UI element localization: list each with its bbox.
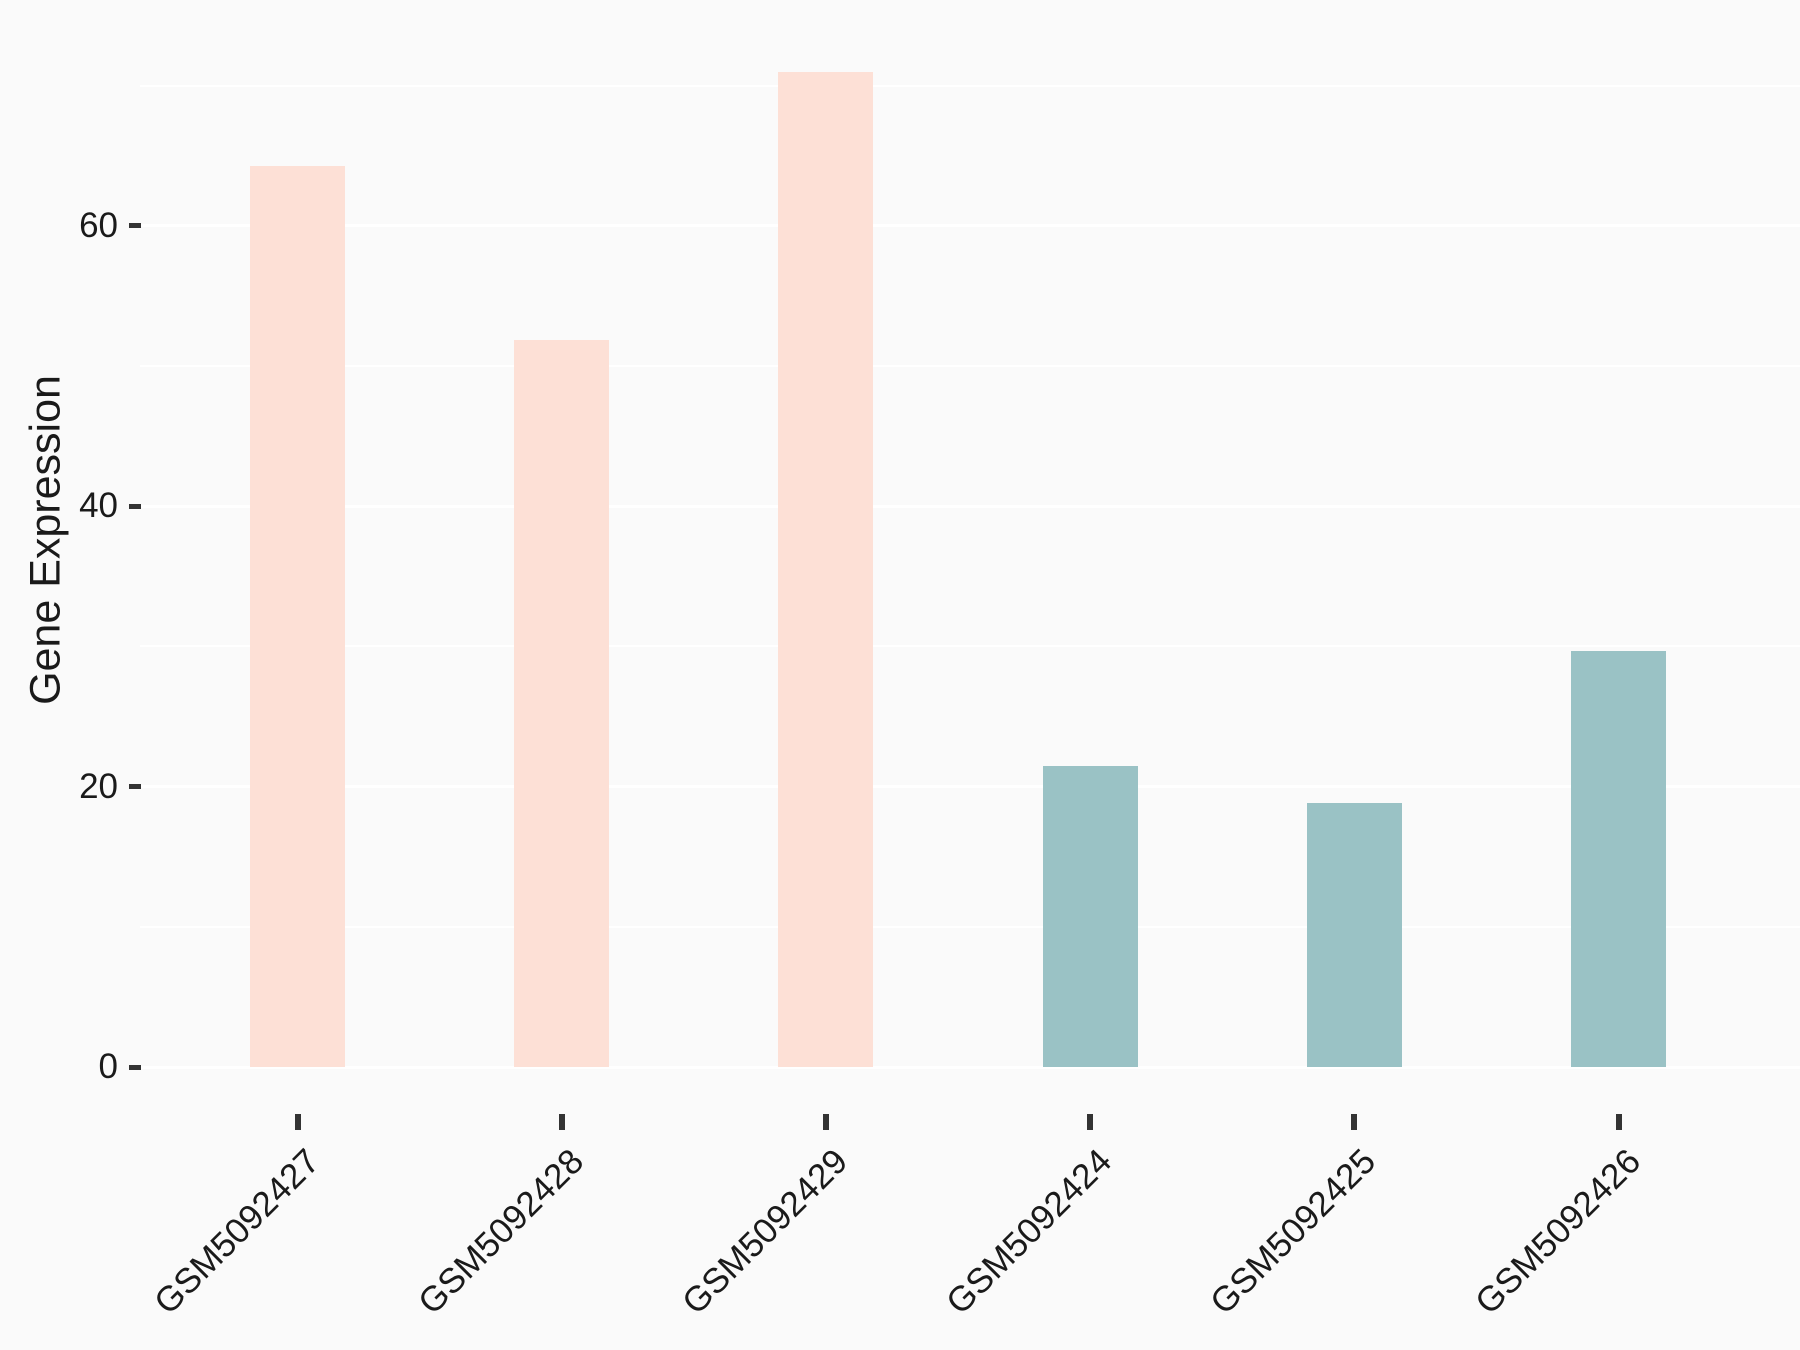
x-tick-mark	[1087, 1114, 1094, 1130]
x-tick-mark	[1351, 1114, 1358, 1130]
y-axis-title: Gene Expression	[21, 375, 70, 705]
major-gridline	[140, 504, 1800, 508]
x-tick-mark	[294, 1114, 301, 1130]
x-tick-mark	[558, 1114, 565, 1130]
bar	[514, 339, 610, 1067]
major-gridline	[140, 785, 1800, 789]
y-tick-mark	[129, 1064, 141, 1070]
minor-gridline	[140, 645, 1800, 648]
y-tick-label: 60	[79, 205, 118, 245]
x-tick-label: GSM5092427	[146, 1141, 327, 1322]
minor-gridline	[140, 925, 1800, 928]
y-tick-label: 40	[79, 486, 118, 526]
y-tick-mark	[129, 223, 141, 229]
y-tick-label: 20	[79, 766, 118, 806]
x-tick-label: GSM5092425	[1203, 1141, 1384, 1322]
major-gridline	[140, 224, 1800, 228]
bar	[778, 71, 874, 1067]
y-tick-mark	[129, 784, 141, 790]
x-tick-label: GSM5092429	[674, 1141, 856, 1322]
x-tick-label: GSM5092424	[938, 1141, 1120, 1322]
bar	[1042, 765, 1138, 1067]
major-gridline	[140, 1065, 1800, 1069]
y-tick-mark	[129, 503, 141, 509]
minor-gridline	[140, 365, 1800, 368]
bar	[1306, 803, 1402, 1067]
bar	[250, 165, 345, 1067]
x-tick-label: GSM5092428	[410, 1141, 591, 1322]
y-tick-label: 0	[98, 1047, 118, 1086]
minor-gridline	[140, 84, 1800, 87]
x-tick-mark	[822, 1114, 829, 1130]
x-tick-mark	[1615, 1114, 1622, 1130]
x-tick-label: GSM5092426	[1467, 1141, 1648, 1322]
bar	[1571, 650, 1666, 1067]
plot-panel	[140, 23, 1800, 1114]
